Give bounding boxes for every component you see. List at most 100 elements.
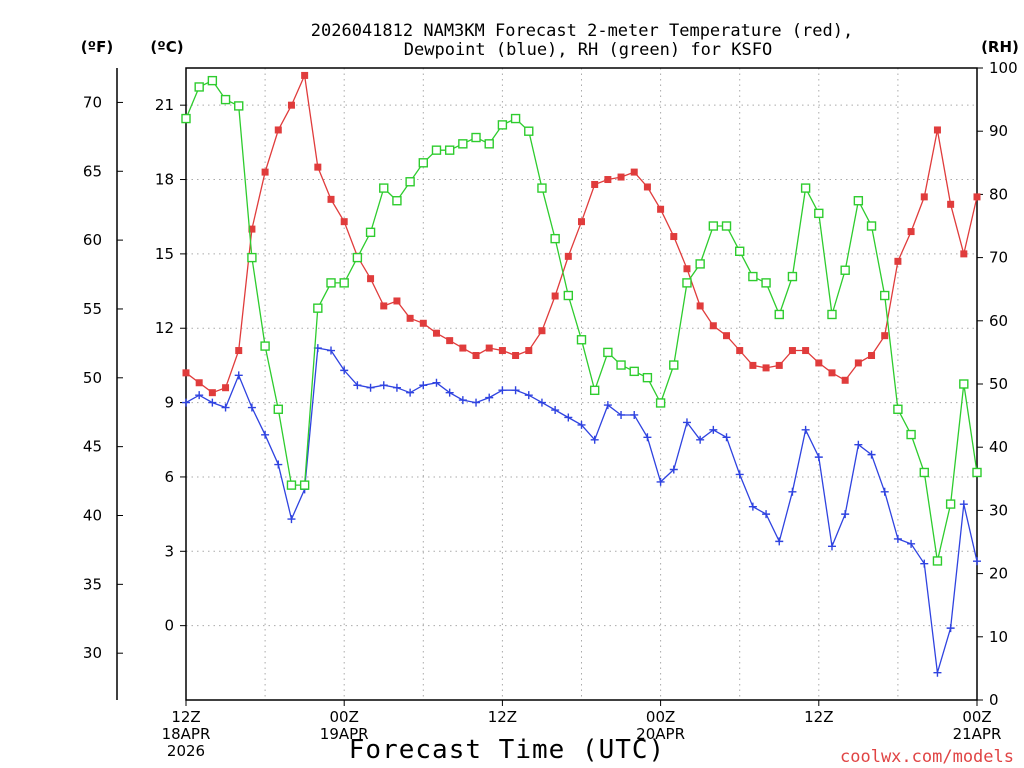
rh-point [550,233,560,244]
dewpoint-point [551,406,560,415]
dewpoint-point [748,502,757,511]
temperature-point [604,176,612,184]
rh-point [365,227,376,238]
rh-point [629,366,639,377]
rh-point [932,556,943,566]
celsius-tick-label: 9 [164,394,174,412]
dewpoint-point [907,539,916,548]
dewpoint-point [195,391,204,400]
temperature-point [459,344,467,352]
rh-point [207,75,218,86]
dewpoint-point [669,465,678,474]
dewpoint-point [458,396,467,405]
fahrenheit-unit-label: (ºF) [81,38,113,56]
rh-point [181,113,191,124]
dewpoint-point [524,391,533,400]
rh-unit-label: (RH) [981,38,1019,56]
temperature-point [274,126,282,134]
dewpoint-point [234,371,243,380]
rh-point [405,177,415,187]
dewpoint-point [762,510,771,519]
temperature-point [696,302,704,310]
rh-point [247,252,257,263]
rh-point [589,385,600,396]
rh-point [234,101,244,111]
dewpoint-point [564,413,573,422]
rh-tick-label: 40 [989,438,1008,456]
rh-point [774,309,784,320]
temperature-point [749,361,757,369]
rh-point [339,278,349,288]
dewpoint-point [603,401,612,410]
dewpoint-point [472,398,481,407]
rh-point [616,360,626,370]
rh-point [603,347,613,358]
dewpoint-point [946,624,955,633]
rh-tick-label: 0 [989,691,999,709]
grid-lines [186,68,977,700]
temperature-point [947,200,955,208]
dewpoint-point [208,398,217,407]
rh-point [695,259,705,269]
chart-title-line-2: Dewpoint (blue), RH (green) for KSFO [404,40,772,60]
dewpoint-point [617,410,626,419]
temperature-point [446,337,454,345]
temperature-point [551,292,559,300]
dewpoint-point [696,435,705,444]
dewpoint-point [392,383,401,392]
temperature-point [868,351,876,359]
temperature-point [261,168,269,176]
temperature-point [933,126,941,134]
dewpoint-point [880,487,889,496]
rh-point [708,221,719,231]
temperature-point [828,369,836,377]
temperature-point [578,218,585,226]
rh-point [945,499,956,509]
dewpoint-point [419,381,428,390]
temperature-point [538,327,546,335]
celsius-tick-label: 0 [164,617,174,635]
temperature-point [591,180,599,188]
dewpoint-point [775,537,784,546]
rh-point [379,183,389,193]
dewpoint-point [379,381,388,390]
temperature-point [723,332,731,340]
rh-point [669,360,679,370]
x-tick-label: 12Z [488,708,517,726]
fahrenheit-tick-label: 70 [83,93,102,111]
temperature-point [380,302,388,310]
dewpoint-point [261,430,270,439]
fahrenheit-tick-label: 60 [83,231,102,249]
temperature-point [907,228,915,236]
rh-point [959,379,969,389]
temperature-point [301,71,309,79]
fahrenheit-tick-label: 30 [83,644,102,662]
dewpoint-point [445,388,454,397]
dewpoint-point [406,388,415,397]
x-tick-label: 19APR [320,725,369,743]
celsius-tick-label: 12 [155,319,174,337]
temperature-point [788,347,796,355]
dewpoint-point [577,420,586,429]
rh-point [458,139,468,149]
rh-point [576,335,587,345]
rh-point [800,183,811,193]
dewpoint-point [735,470,744,479]
dewpoint-point [893,534,902,543]
rh-point [866,221,877,231]
rh-point [444,145,455,155]
temperature-point [762,364,770,372]
dewpoint-point [221,403,230,412]
temperature-point [920,193,928,201]
temperature-point [406,314,414,322]
rh-point [735,246,745,256]
dewpoint-point [287,515,296,524]
rh-point [655,398,666,408]
rh-point [286,480,297,490]
rh-point [392,196,402,206]
fahrenheit-tick-label: 55 [83,300,102,318]
temperature-point [367,275,375,283]
dewpoint-point [867,450,876,459]
rh-point [682,278,692,288]
